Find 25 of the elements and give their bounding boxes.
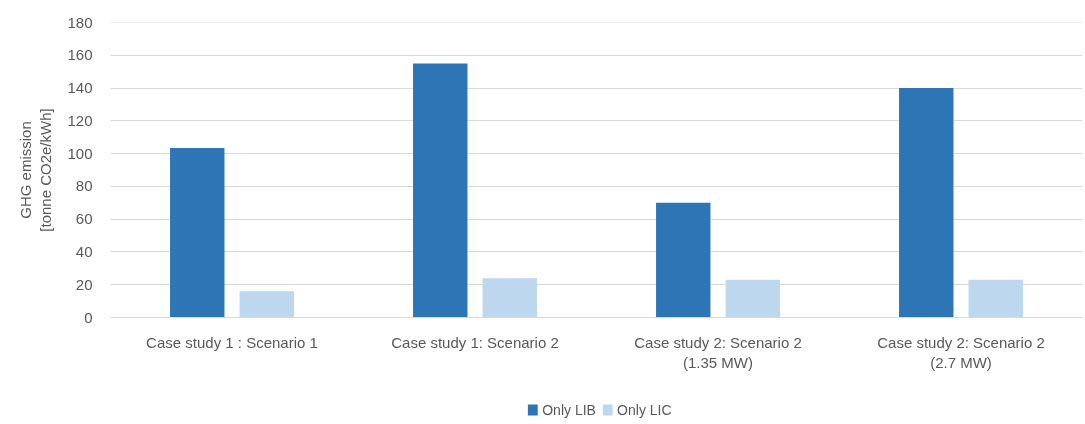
bar (656, 202, 711, 318)
bar (239, 291, 294, 318)
bar (968, 279, 1023, 318)
x-tick-label: Case study 2: Scenario 2 (1.35 MW) (634, 333, 802, 371)
x-tick-label: Case study 2: Scenario 2 (2.7 MW) (877, 333, 1045, 371)
y-tick-label: 0 (84, 308, 93, 326)
y-tick-label: 40 (75, 242, 93, 260)
y-tick-label: 60 (75, 210, 93, 228)
y-tick-label: 160 (67, 46, 93, 64)
x-tick-label: Case study 1: Scenario 2 (391, 333, 559, 351)
bar (413, 63, 468, 318)
y-tick-label: 180 (67, 13, 93, 31)
bar (170, 147, 225, 318)
y-axis-title: GHG emission [tonne CO2e/kWh] (17, 108, 55, 232)
y-tick-label: 140 (67, 79, 93, 97)
legend-label: Only LIC (617, 402, 672, 418)
bar (899, 88, 954, 318)
bar (725, 279, 780, 318)
bar (482, 278, 537, 318)
y-tick-label: 120 (67, 111, 93, 129)
y-tick-label: 100 (67, 144, 93, 162)
y-tick-label: 80 (75, 177, 93, 195)
legend-label: Only LIB (542, 402, 596, 418)
x-tick-label: Case study 1 : Scenario 1 (146, 333, 318, 351)
y-tick-label: 20 (75, 275, 93, 293)
